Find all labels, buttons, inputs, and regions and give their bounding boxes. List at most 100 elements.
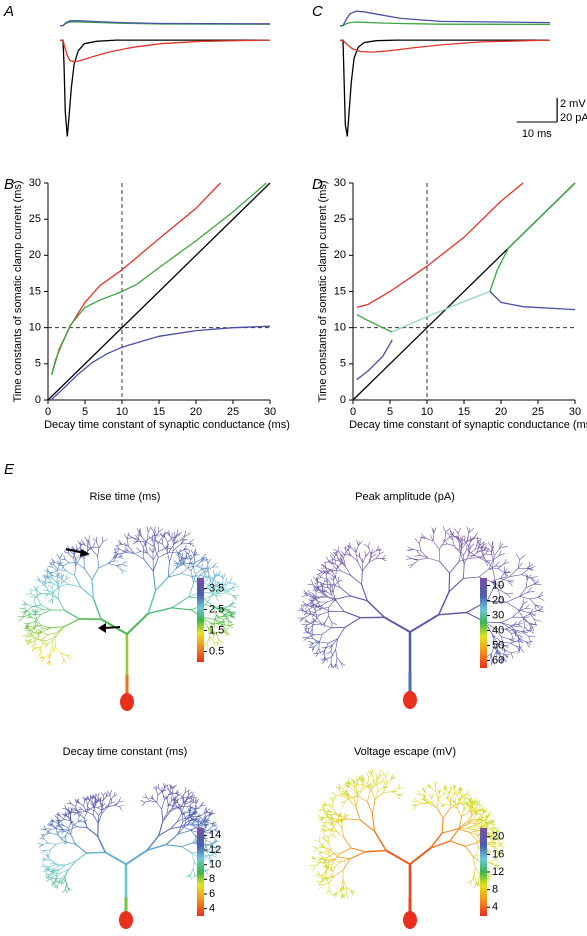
dendrite: [40, 581, 47, 587]
dendrite: [440, 804, 445, 806]
dendrite: [191, 852, 198, 857]
dendrite: [456, 828, 470, 833]
soma: [403, 691, 417, 709]
dendrite: [332, 834, 336, 839]
dendrite: [365, 553, 369, 558]
dendrite: [25, 593, 32, 595]
dendrite: [223, 608, 229, 611]
dendrite: [180, 802, 184, 808]
dendrite: [429, 832, 443, 849]
dendrite: [534, 619, 542, 622]
dendrite: [424, 791, 426, 798]
dendrite: [354, 547, 357, 553]
dendrite: [26, 606, 33, 612]
dendrite: [323, 847, 328, 852]
dendrite: [47, 653, 51, 660]
dendrite: [29, 588, 32, 595]
series-line: [340, 39, 551, 53]
dendrite: [191, 791, 194, 798]
dendrite: [303, 610, 308, 616]
dendrite: [89, 795, 91, 801]
dendrite: [227, 608, 231, 613]
dendrite: [62, 658, 64, 664]
dendrite: [65, 829, 70, 836]
dendrite: [47, 565, 54, 568]
dendrite: [37, 629, 43, 633]
dendrite: [336, 831, 345, 839]
dendrite: [478, 541, 481, 546]
dendrite: [50, 828, 57, 830]
colorbar-tick-label: 8: [209, 873, 215, 885]
dendrite: [528, 622, 536, 625]
dendrite: [329, 814, 334, 819]
dendrite: [164, 794, 170, 801]
dendrite: [306, 606, 313, 612]
dendrite: [192, 861, 195, 870]
dendrite: [309, 642, 314, 645]
dendrite: [173, 563, 179, 567]
dendrite: [187, 874, 191, 878]
dendrite: [338, 822, 343, 829]
dendrite: [330, 811, 338, 815]
dendrite: [319, 583, 325, 588]
dendrite: [222, 590, 230, 593]
dendrite: [478, 823, 486, 829]
dendrite: [497, 851, 501, 855]
dendrite: [476, 802, 481, 806]
dendrite: [304, 624, 308, 628]
x-tick-label: 15: [153, 406, 165, 418]
dendrite: [453, 528, 459, 534]
dendrite: [335, 600, 345, 612]
dendrite: [72, 821, 79, 827]
dendrite: [372, 780, 378, 786]
dendrite: [316, 605, 323, 607]
dendrite: [486, 583, 497, 602]
dendrite: [448, 535, 453, 540]
dendrite: [318, 648, 321, 654]
dendrite: [484, 621, 502, 624]
dendrite: [497, 851, 504, 854]
dendrite: [61, 834, 67, 839]
dendrite: [170, 826, 182, 830]
dendrite: [346, 790, 350, 796]
dendrite: [518, 605, 524, 612]
dendrite: [340, 816, 343, 822]
dendrite: [93, 794, 96, 799]
dendrite: [347, 545, 352, 549]
dendrite: [35, 586, 38, 592]
dendrite: [528, 561, 531, 570]
dendrite: [466, 827, 475, 831]
dendrite: [175, 789, 179, 794]
dendrite: [58, 583, 69, 587]
dendrite: [469, 830, 480, 833]
dendrite: [60, 652, 64, 660]
dendrite: [450, 786, 454, 790]
dendrite: [225, 581, 231, 584]
dendrite: [473, 802, 479, 804]
dendrite: [173, 560, 179, 565]
dendrite: [74, 575, 82, 588]
dendrite: [490, 552, 494, 561]
dendrite: [73, 554, 77, 564]
dendrite: [147, 526, 152, 533]
dendrite: [499, 841, 504, 847]
dendrite: [335, 638, 339, 651]
dendrite: [385, 776, 387, 785]
dendrite: [97, 547, 100, 557]
dendrite: [339, 790, 343, 797]
dendrite: [326, 810, 332, 813]
dendrite: [188, 542, 194, 545]
dendrite: [56, 553, 61, 559]
dendrite: [397, 794, 402, 797]
dendrite: [373, 830, 387, 852]
dendrite: [162, 532, 165, 538]
dendrite: [328, 559, 334, 561]
dendrite: [319, 874, 327, 878]
dendrite: [189, 797, 193, 803]
dendrite: [177, 821, 184, 835]
dendrite: [66, 655, 70, 660]
dendrite: [336, 814, 348, 820]
dendrite: [47, 632, 57, 635]
dendrite: [177, 813, 182, 822]
